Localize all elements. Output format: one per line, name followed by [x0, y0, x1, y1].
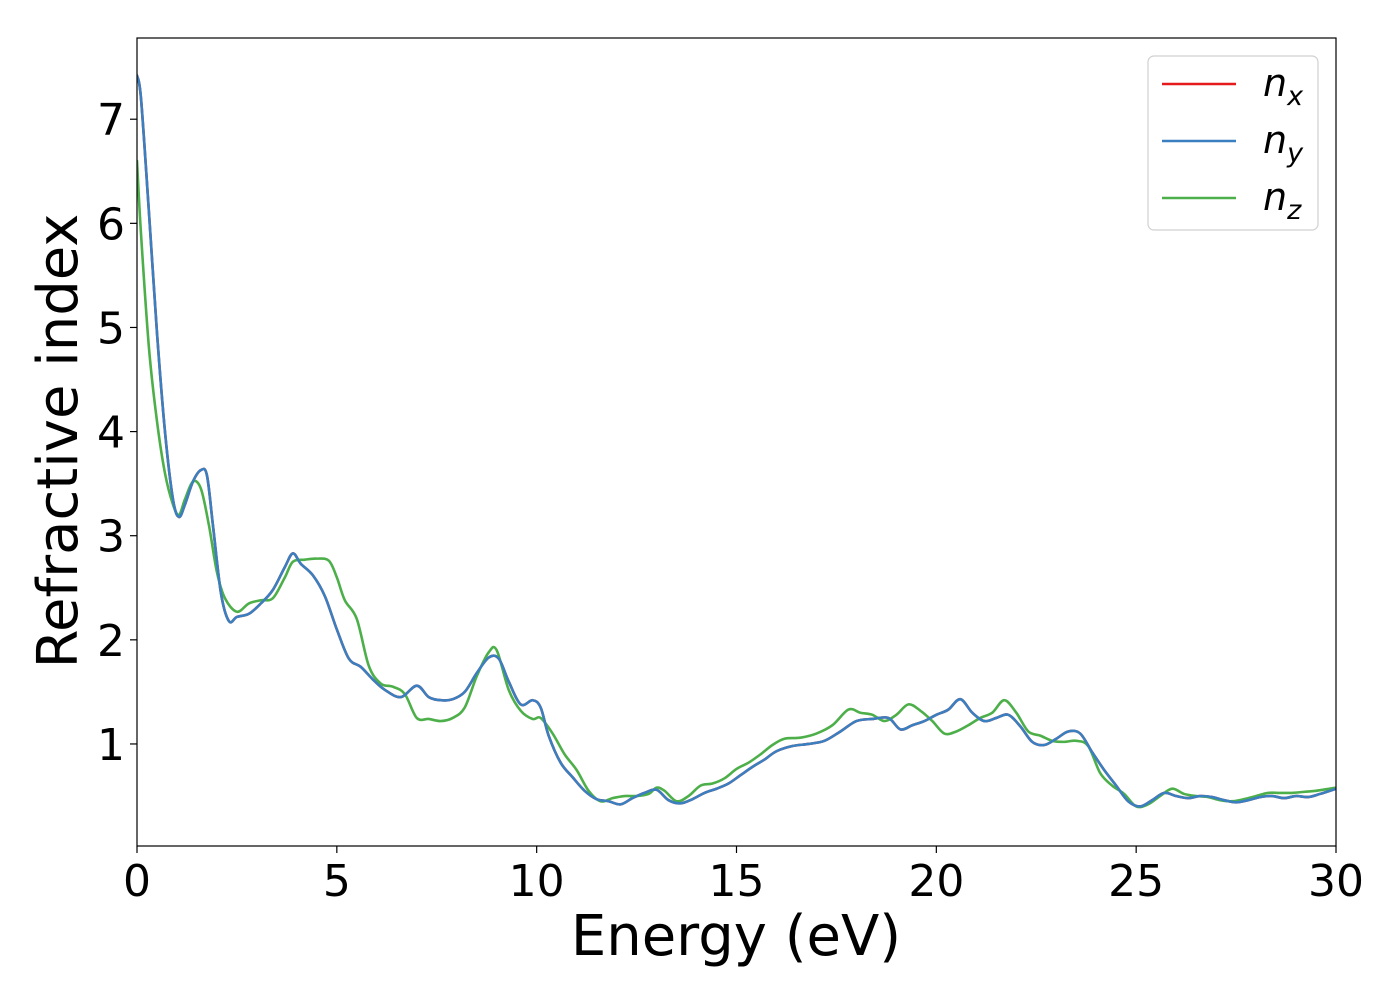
x-tick-label: 0	[123, 856, 151, 907]
plot-area	[137, 38, 1336, 846]
x-tick-label: 10	[509, 856, 565, 907]
y-tick-label: 3	[97, 512, 125, 563]
legend-label-y: ny	[1263, 118, 1304, 169]
legend-box	[1147, 55, 1319, 231]
series-line-y	[137, 74, 1336, 808]
y-tick-label: 5	[97, 303, 125, 354]
y-tick-label: 1	[97, 720, 125, 771]
series-line-z	[137, 159, 1336, 809]
legend-label-z: nz	[1263, 175, 1302, 226]
plot-background	[137, 38, 1336, 846]
series-layer	[137, 74, 1336, 809]
x-tick-label: 25	[1108, 856, 1164, 907]
x-axis-label: Energy (eV)	[571, 904, 901, 969]
x-axis-ticks: 0 5 10 15 20 25 30	[123, 846, 1364, 907]
legend-label-x: nx	[1263, 61, 1304, 112]
x-tick-label: 5	[323, 856, 351, 907]
x-tick-label: 15	[709, 856, 765, 907]
y-axis-label: Refractive index	[26, 214, 91, 669]
y-tick-label: 7	[97, 95, 125, 146]
legend: nx ny nz	[1147, 55, 1319, 231]
y-axis-ticks: 1 2 3 4 5 6 7	[97, 95, 137, 771]
y-tick-label: 4	[97, 408, 125, 459]
x-tick-label: 20	[908, 856, 964, 907]
y-tick-label: 2	[97, 616, 125, 667]
x-tick-label: 30	[1308, 856, 1364, 907]
y-tick-label: 6	[97, 199, 125, 250]
